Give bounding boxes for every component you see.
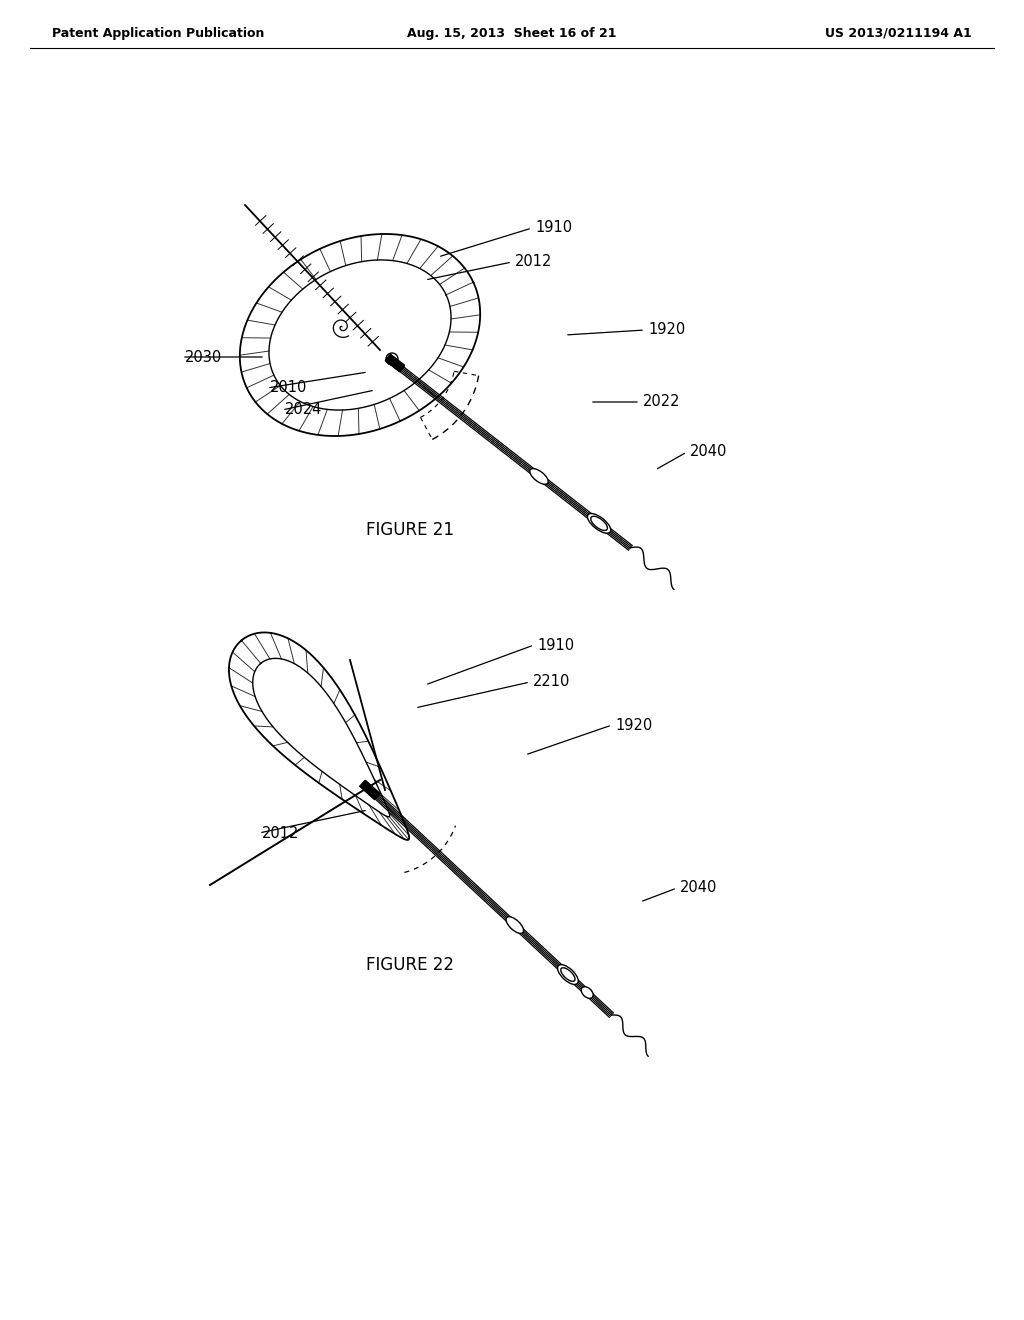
Ellipse shape <box>557 965 579 985</box>
Text: 2012: 2012 <box>262 825 299 841</box>
Text: Aug. 15, 2013  Sheet 16 of 21: Aug. 15, 2013 Sheet 16 of 21 <box>408 26 616 40</box>
Circle shape <box>386 352 398 366</box>
Text: 2040: 2040 <box>680 880 718 895</box>
Text: 2030: 2030 <box>185 350 222 364</box>
Circle shape <box>362 783 369 789</box>
Text: FIGURE 21: FIGURE 21 <box>366 521 454 539</box>
Text: 2024: 2024 <box>285 403 323 417</box>
Ellipse shape <box>506 916 523 933</box>
Text: 2210: 2210 <box>534 675 570 689</box>
Text: 1910: 1910 <box>535 220 572 235</box>
Text: Patent Application Publication: Patent Application Publication <box>52 26 264 40</box>
Polygon shape <box>359 780 380 800</box>
Text: 2010: 2010 <box>270 380 307 396</box>
Polygon shape <box>385 354 404 372</box>
Ellipse shape <box>591 516 607 531</box>
Ellipse shape <box>529 469 548 484</box>
Text: FIGURE 22: FIGURE 22 <box>366 956 454 974</box>
Text: US 2013/0211194 A1: US 2013/0211194 A1 <box>825 26 972 40</box>
Text: 2022: 2022 <box>643 395 681 409</box>
Ellipse shape <box>561 968 575 981</box>
Text: 1910: 1910 <box>537 638 574 652</box>
Ellipse shape <box>582 987 593 998</box>
Text: 1920: 1920 <box>615 718 652 733</box>
Circle shape <box>371 791 377 797</box>
Ellipse shape <box>588 513 610 533</box>
Text: 2012: 2012 <box>515 255 552 269</box>
Text: 1920: 1920 <box>648 322 685 338</box>
Text: 2040: 2040 <box>690 445 727 459</box>
